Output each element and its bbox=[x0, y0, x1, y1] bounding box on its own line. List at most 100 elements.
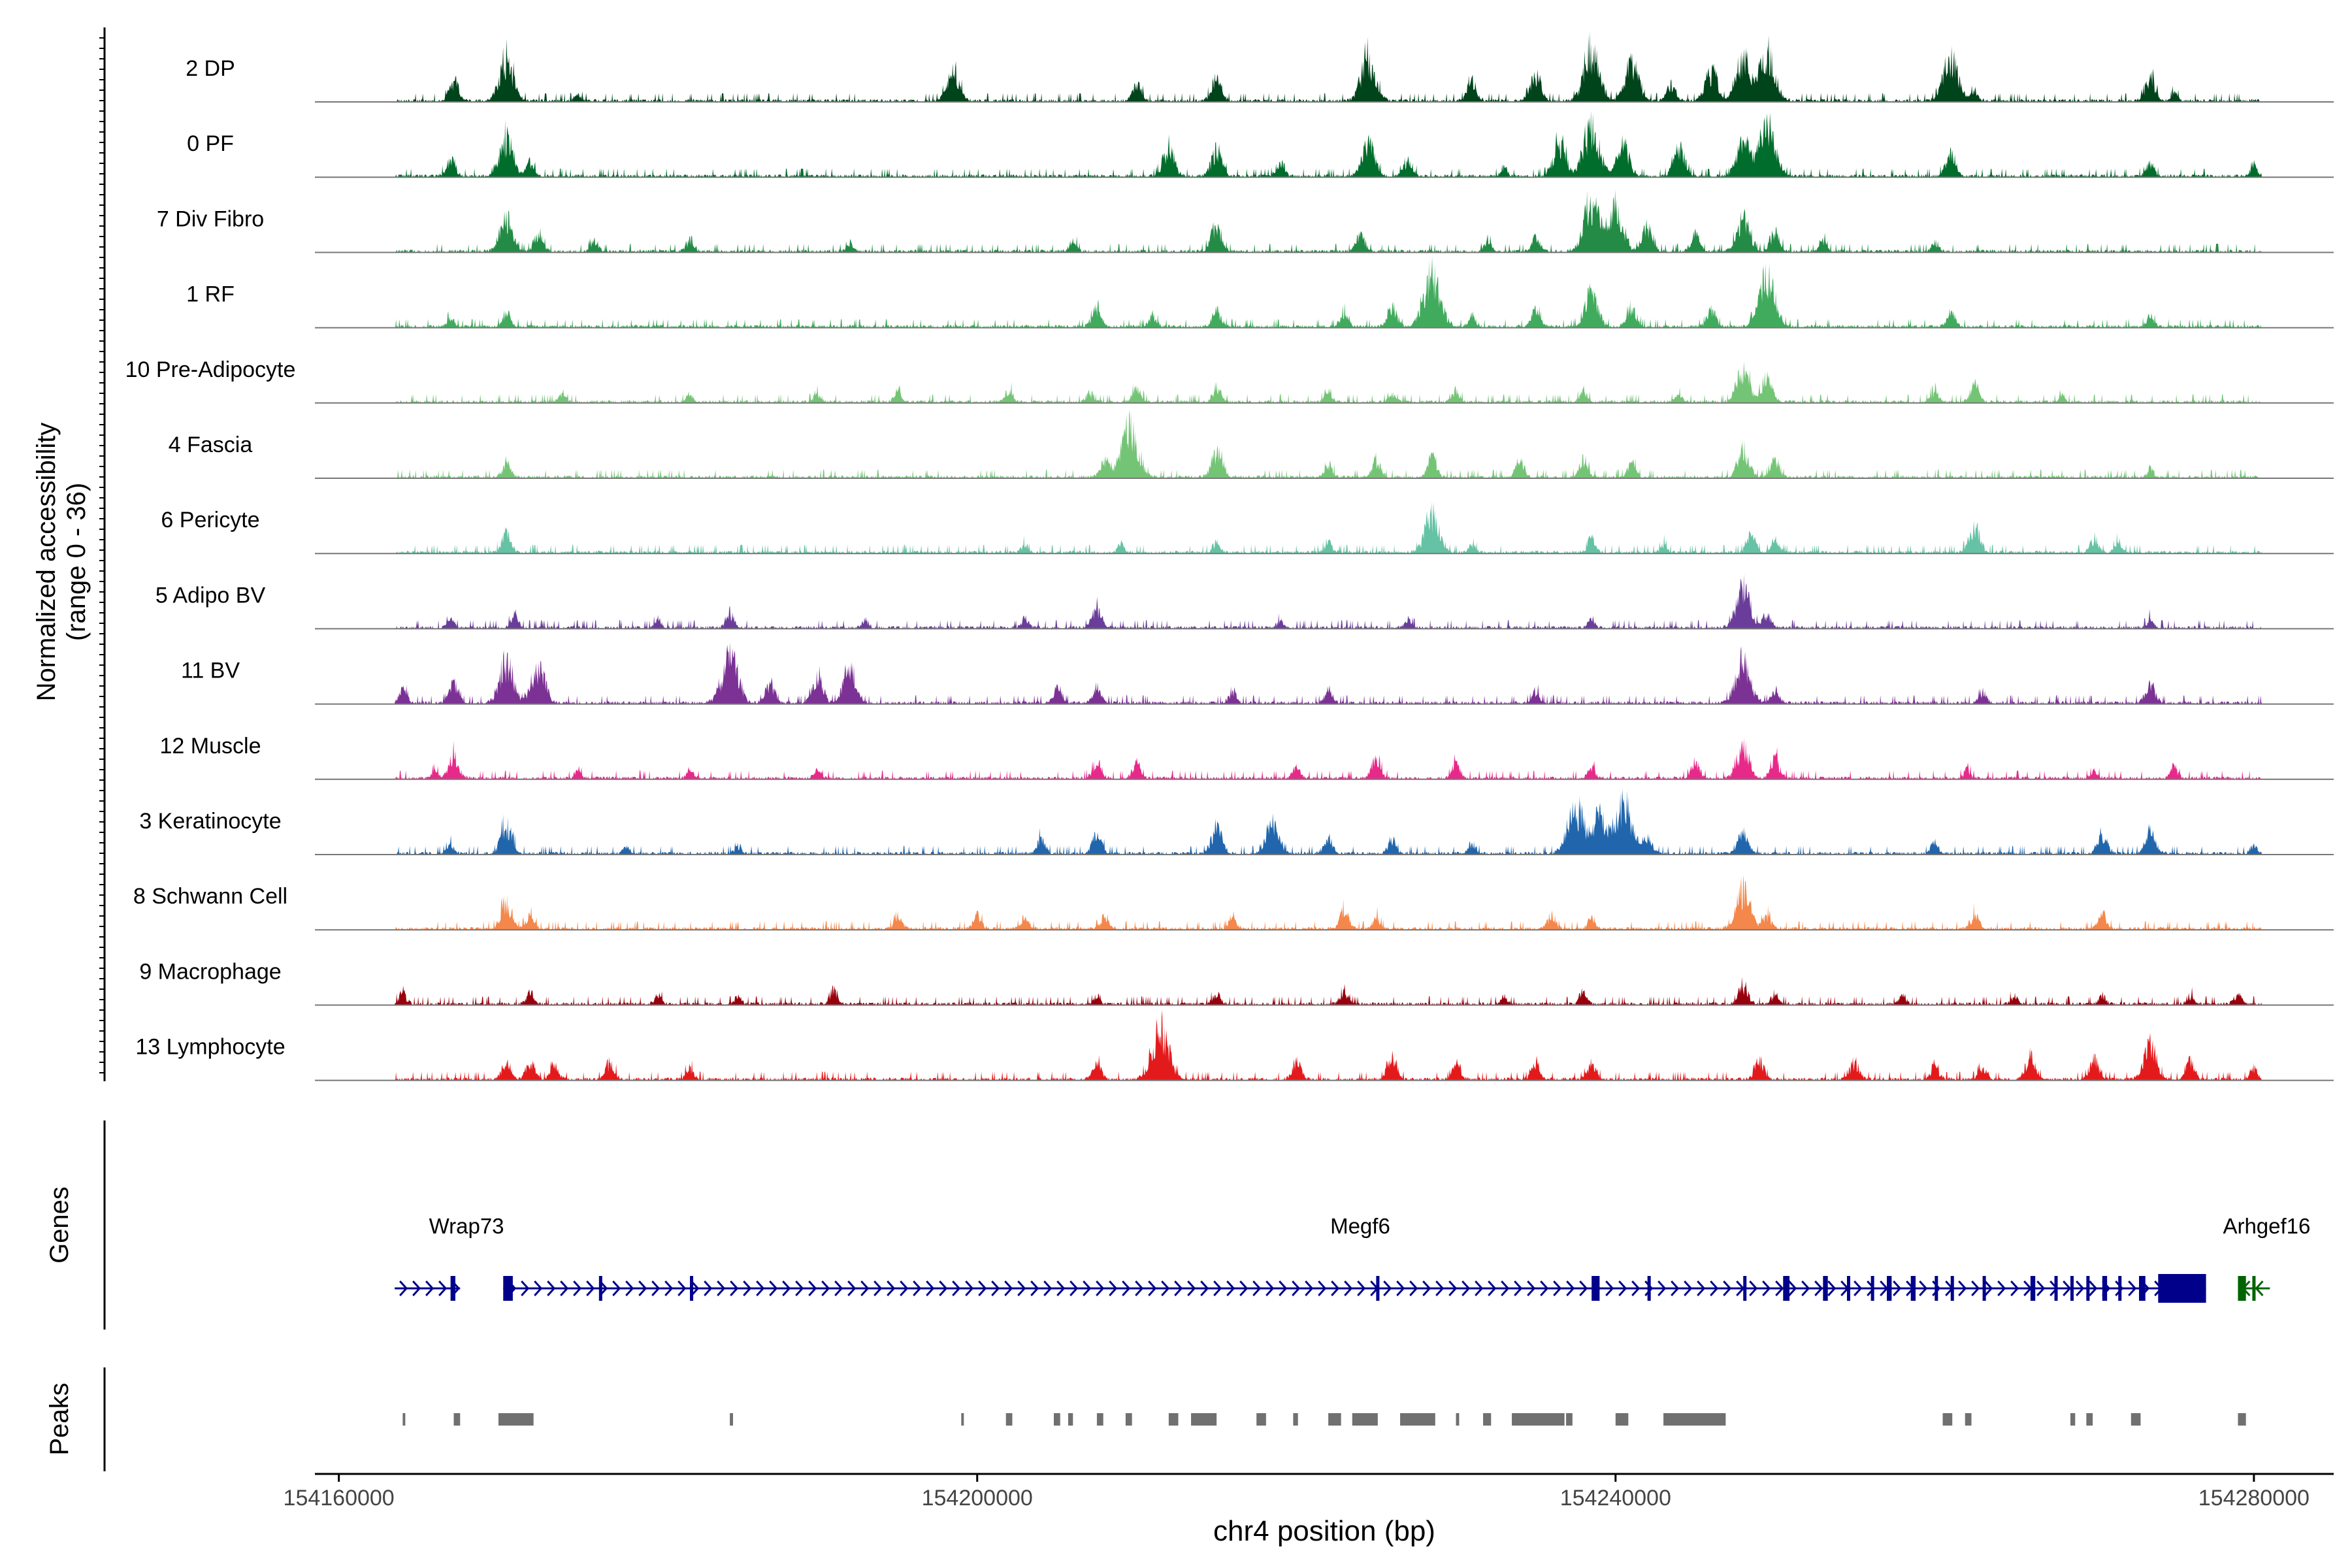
strand-arrow bbox=[1409, 1280, 1418, 1297]
peak-region bbox=[2086, 1413, 2093, 1426]
x-tick-label: 154160000 bbox=[284, 1486, 395, 1511]
strand-arrow bbox=[834, 1280, 843, 1297]
strand-arrow bbox=[1448, 1280, 1458, 1297]
peak-region bbox=[1053, 1413, 1060, 1426]
coverage-tracks: 2 DP 0 PF 7 Div Fibro 1 RF 10 Pre-Adipocyte 4… bbox=[125, 31, 2334, 1081]
strand-arrow bbox=[1697, 1280, 1706, 1297]
peak-region bbox=[1615, 1413, 1629, 1426]
strand-arrow bbox=[795, 1280, 804, 1297]
strand-arrow bbox=[547, 1280, 556, 1297]
strand-arrow bbox=[1043, 1280, 1053, 1297]
x-axis-title: chr4 position (bp) bbox=[1213, 1515, 1435, 1547]
strand-arrow bbox=[769, 1280, 778, 1297]
track-label: 8 Schwann Cell bbox=[133, 884, 287, 909]
track-6: 4 Fascia bbox=[169, 410, 2334, 479]
peak-region bbox=[1168, 1413, 1179, 1426]
strand-arrow bbox=[1396, 1280, 1405, 1297]
track-label: 1 RF bbox=[186, 282, 235, 307]
genes-panel-label: Genes bbox=[45, 1186, 74, 1264]
peak-region bbox=[402, 1413, 406, 1426]
strand-arrow bbox=[1109, 1280, 1118, 1297]
strand-arrow bbox=[573, 1280, 582, 1297]
strand-arrow bbox=[534, 1280, 543, 1297]
strand-arrow bbox=[1684, 1280, 1693, 1297]
strand-arrow bbox=[1553, 1280, 1562, 1297]
exon bbox=[1950, 1276, 1954, 1301]
strand-arrow bbox=[1644, 1280, 1654, 1297]
track-8: 5 Adipo BV bbox=[155, 574, 2334, 630]
strand-arrow bbox=[399, 1280, 408, 1297]
track-label: 10 Pre-Adipocyte bbox=[125, 357, 296, 382]
gene-label: Arhgef16 bbox=[2223, 1214, 2310, 1238]
strand-arrow bbox=[1618, 1280, 1627, 1297]
exon bbox=[1823, 1276, 1828, 1301]
track-label: 13 Lymphocyte bbox=[135, 1035, 285, 1060]
strand-arrow bbox=[1514, 1280, 1523, 1297]
track-label: 3 Keratinocyte bbox=[139, 809, 281, 834]
gene-arhgef16: Arhgef16 bbox=[2223, 1214, 2310, 1301]
strand-arrow bbox=[2063, 1280, 2072, 1297]
strand-arrow bbox=[1266, 1280, 1275, 1297]
peak-region bbox=[453, 1413, 461, 1426]
exon bbox=[1870, 1276, 1874, 1301]
exon bbox=[598, 1276, 602, 1301]
track-label: 2 DP bbox=[186, 56, 235, 81]
strand-arrow bbox=[1462, 1280, 1471, 1297]
track-label: 0 PF bbox=[187, 131, 234, 156]
strand-arrow bbox=[1605, 1280, 1614, 1297]
strand-arrow bbox=[1788, 1280, 1797, 1297]
track-11: 3 Keratinocyte bbox=[139, 789, 2334, 855]
exon bbox=[2252, 1276, 2256, 1301]
peak-region bbox=[1942, 1413, 1953, 1426]
strand-arrow bbox=[730, 1280, 739, 1297]
peak-region bbox=[1483, 1413, 1492, 1426]
strand-arrow bbox=[612, 1280, 621, 1297]
peak-region bbox=[961, 1413, 964, 1426]
track-2: 0 PF bbox=[187, 110, 2334, 178]
track-14: 13 Lymphocyte bbox=[135, 1010, 2334, 1081]
track-label: 11 BV bbox=[181, 659, 240, 683]
exon bbox=[1910, 1276, 1916, 1301]
strand-arrow bbox=[860, 1280, 870, 1297]
strand-arrow bbox=[1030, 1280, 1039, 1297]
track-label: 5 Adipo BV bbox=[155, 583, 266, 608]
strand-arrow bbox=[2076, 1280, 2085, 1297]
track-12: 8 Schwann Cell bbox=[133, 875, 2334, 931]
strand-arrow bbox=[691, 1280, 700, 1297]
strand-arrow bbox=[1671, 1280, 1680, 1297]
strand-arrow bbox=[887, 1280, 896, 1297]
x-axis: 154160000 154200000 154240000 154280000 bbox=[284, 1474, 2310, 1511]
strand-arrow bbox=[560, 1280, 569, 1297]
peak-region bbox=[1400, 1413, 1435, 1426]
peak-region bbox=[1096, 1413, 1103, 1426]
strand-arrow bbox=[586, 1280, 595, 1297]
peak-region bbox=[1256, 1413, 1266, 1426]
strand-arrow bbox=[926, 1280, 935, 1297]
gene-megf6: Megf6 bbox=[503, 1214, 2206, 1303]
exon bbox=[2054, 1276, 2058, 1301]
peak-region bbox=[2131, 1413, 2141, 1426]
strand-arrow bbox=[1658, 1280, 1667, 1297]
peak-region bbox=[1005, 1413, 1013, 1426]
strand-arrow bbox=[756, 1280, 765, 1297]
peak-region bbox=[1068, 1413, 1073, 1426]
strand-arrow bbox=[1814, 1280, 1823, 1297]
strand-arrow bbox=[743, 1280, 752, 1297]
strand-arrow bbox=[1200, 1280, 1209, 1297]
track-label: 12 Muscle bbox=[160, 734, 261, 759]
track-coverage-area bbox=[395, 361, 2262, 403]
strand-arrow bbox=[1501, 1280, 1510, 1297]
strand-arrow bbox=[2089, 1280, 2098, 1297]
strand-arrow bbox=[1827, 1280, 1837, 1297]
exon bbox=[690, 1276, 694, 1301]
strand-arrow bbox=[1958, 1280, 1967, 1297]
strand-arrow bbox=[939, 1280, 948, 1297]
strand-arrow bbox=[1919, 1280, 1928, 1297]
peak-region bbox=[1191, 1413, 1217, 1426]
strand-arrow bbox=[1122, 1280, 1131, 1297]
strand-arrow bbox=[625, 1280, 634, 1297]
strand-arrow bbox=[438, 1280, 448, 1297]
strand-arrow bbox=[991, 1280, 1000, 1297]
exon bbox=[2238, 1276, 2246, 1301]
